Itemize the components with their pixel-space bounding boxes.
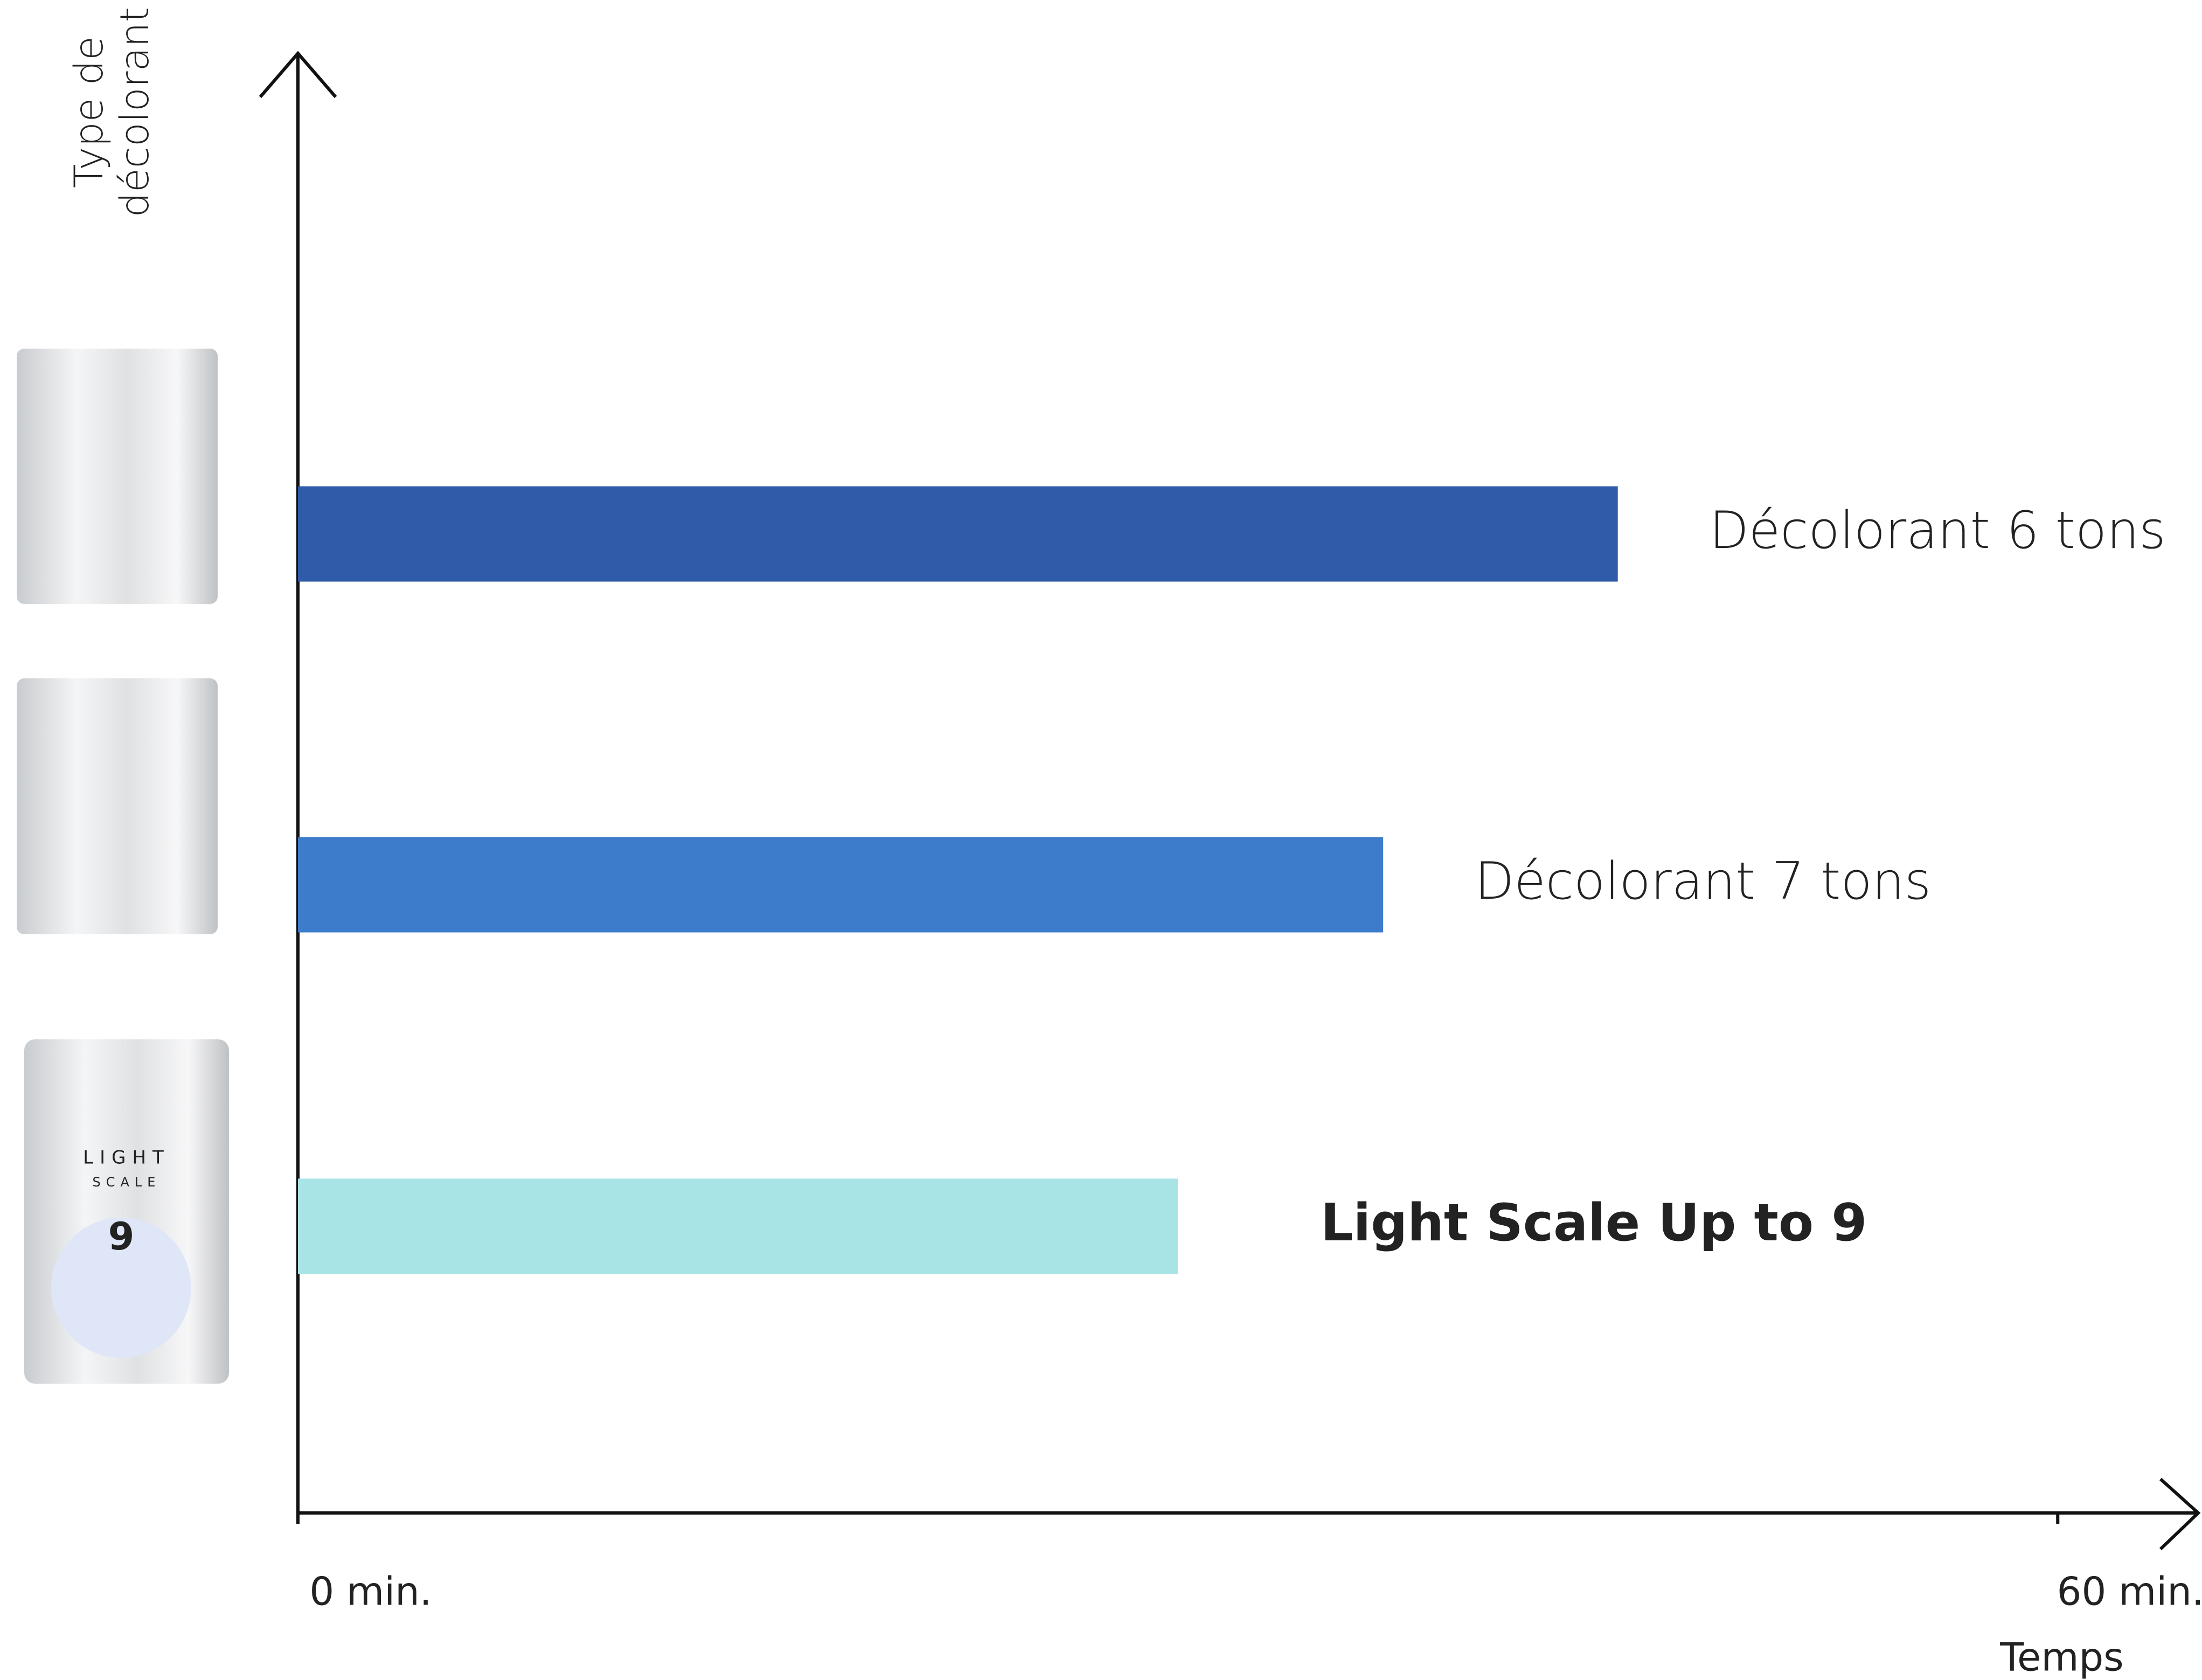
bar [298, 486, 1618, 582]
y-axis-title: Type de [66, 36, 112, 188]
x-axis-title: Temps [1999, 1635, 2123, 1680]
bar-label: Light Scale Up to 9 [1321, 1193, 1867, 1253]
axes [259, 51, 2201, 1551]
x-axis-arrow [2159, 1477, 2201, 1551]
y-axis-arrow [259, 51, 337, 98]
bar-label: Décolorant 6 tons [1710, 501, 2166, 560]
product-images [17, 349, 229, 1384]
bar [298, 1178, 1178, 1274]
x-tick-label: 60 min. [2057, 1569, 2202, 1614]
x-tick-label: 0 min. [309, 1569, 432, 1614]
bar-label: Décolorant 7 tons [1475, 852, 1931, 911]
can [17, 678, 218, 934]
bar [298, 837, 1384, 933]
product-text: LIGHT [83, 1147, 170, 1169]
can-badge [51, 1218, 191, 1358]
y-axis-title: décolorant [112, 7, 158, 218]
product-text: 9 [108, 1214, 135, 1259]
can [17, 349, 218, 604]
product-text: SCALE [93, 1175, 161, 1190]
